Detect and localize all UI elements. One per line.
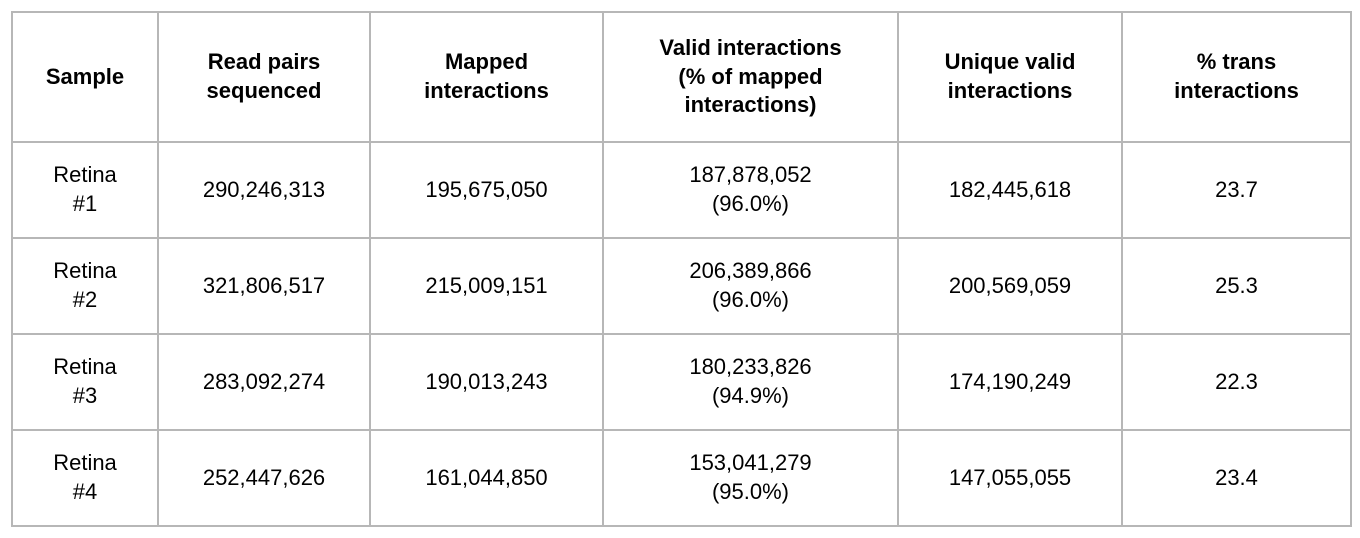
cell-valid: 206,389,866 (96.0%) [602, 237, 899, 335]
table-row-retina-4: Retina #4 252,447,626 161,044,850 153,04… [11, 429, 1352, 527]
table-row-retina-2: Retina #2 321,806,517 215,009,151 206,38… [11, 237, 1352, 335]
cell-mapped: 190,013,243 [369, 333, 604, 431]
cell-valid: 180,233,826 (94.9%) [602, 333, 899, 431]
cell-sample: Retina #2 [11, 237, 159, 335]
column-header-mapped-interactions: Mapped interactions [369, 11, 604, 143]
cell-sample: Retina #3 [11, 333, 159, 431]
cell-sample: Retina #1 [11, 141, 159, 239]
cell-unique-valid: 147,055,055 [897, 429, 1123, 527]
cell-unique-valid: 182,445,618 [897, 141, 1123, 239]
table-row-retina-1: Retina #1 290,246,313 195,675,050 187,87… [11, 141, 1352, 239]
column-header-trans-interactions-pct: % trans interactions [1121, 11, 1352, 143]
column-header-unique-valid-interactions: Unique valid interactions [897, 11, 1123, 143]
table-row-retina-3: Retina #3 283,092,274 190,013,243 180,23… [11, 333, 1352, 431]
column-header-read-pairs-sequenced: Read pairs sequenced [157, 11, 371, 143]
cell-read-pairs: 252,447,626 [157, 429, 371, 527]
cell-unique-valid: 200,569,059 [897, 237, 1123, 335]
cell-unique-valid: 174,190,249 [897, 333, 1123, 431]
header-row: Sample Read pairs sequenced Mapped inter… [11, 11, 1352, 143]
cell-trans-pct: 23.4 [1121, 429, 1352, 527]
cell-trans-pct: 22.3 [1121, 333, 1352, 431]
cell-trans-pct: 23.7 [1121, 141, 1352, 239]
cell-read-pairs: 321,806,517 [157, 237, 371, 335]
column-header-valid-interactions: Valid interactions (% of mapped interact… [602, 11, 899, 143]
cell-mapped: 215,009,151 [369, 237, 604, 335]
cell-valid: 153,041,279 (95.0%) [602, 429, 899, 527]
cell-mapped: 161,044,850 [369, 429, 604, 527]
cell-trans-pct: 25.3 [1121, 237, 1352, 335]
cell-valid: 187,878,052 (96.0%) [602, 141, 899, 239]
cell-sample: Retina #4 [11, 429, 159, 527]
column-header-sample: Sample [11, 11, 159, 143]
sequencing-stats-table: Sample Read pairs sequenced Mapped inter… [11, 11, 1352, 527]
cell-read-pairs: 290,246,313 [157, 141, 371, 239]
cell-mapped: 195,675,050 [369, 141, 604, 239]
cell-read-pairs: 283,092,274 [157, 333, 371, 431]
